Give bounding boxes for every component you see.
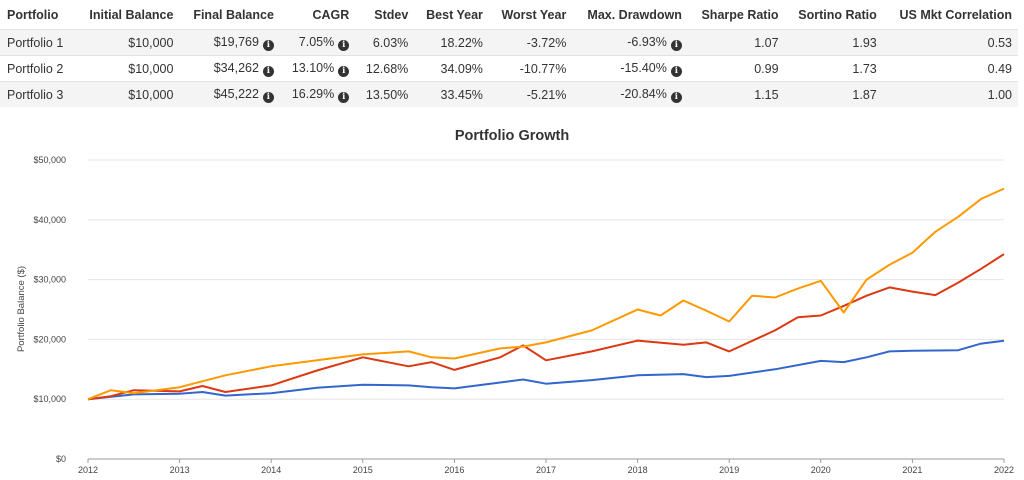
portfolio-name: Portfolio 1 xyxy=(0,29,76,56)
max-drawdown: -6.93% xyxy=(627,34,667,49)
table-row: Portfolio 2 $10,000 $34,262 i 13.10% i 12.… xyxy=(0,55,1018,82)
x-tick-label: 2022 xyxy=(994,465,1014,475)
x-tick-label: 2017 xyxy=(536,465,556,475)
series-line-1 xyxy=(87,339,1005,401)
max-drawdown-cell: -15.40% i xyxy=(572,55,688,82)
sharpe-ratio: 1.07 xyxy=(687,29,785,56)
sortino-ratio: 1.87 xyxy=(784,81,883,107)
sortino-ratio: 1.93 xyxy=(784,29,883,56)
header-portfolio: Portfolio xyxy=(7,7,59,22)
cagr-cell: 7.05% i xyxy=(279,29,356,56)
table-row: Portfolio 3 $10,000 $45,222 i 16.29% i 13.… xyxy=(0,81,1018,107)
best-year: 18.22% xyxy=(414,29,489,56)
us-mkt-correlation: 0.49 xyxy=(882,55,1018,82)
portfolio-growth-chart: Portfolio Growth Portfolio Balance ($) $… xyxy=(16,128,1014,475)
worst-year: -5.21% xyxy=(488,81,573,107)
final-balance: $19,769 xyxy=(213,34,259,49)
stdev: 12.68% xyxy=(355,55,415,82)
info-circle-icon[interactable]: i xyxy=(262,39,274,51)
y-tick-label: $30,000 xyxy=(33,275,66,285)
x-tick-label: 2021 xyxy=(902,465,922,475)
info-circle-icon[interactable]: i xyxy=(338,91,350,103)
y-tick-label: $20,000 xyxy=(33,334,66,344)
table-row: Portfolio 1 $10,000 $19,769 i 7.05% i 6.03… xyxy=(0,29,1018,56)
max-drawdown-cell: -6.93% i xyxy=(572,29,688,56)
series-line-2 xyxy=(87,253,1005,401)
cagr: 16.29% xyxy=(291,86,335,101)
initial-balance: $10,000 xyxy=(75,81,180,107)
info-circle-icon[interactable]: i xyxy=(262,91,274,103)
header-final-balance: Final Balance xyxy=(193,7,274,22)
y-tick-label: $40,000 xyxy=(33,215,66,225)
info-circle-icon[interactable]: i xyxy=(338,65,350,77)
x-tick-label: 2019 xyxy=(719,465,739,475)
header-sortino-ratio: Sortino Ratio xyxy=(798,7,877,22)
header-stdev: Stdev xyxy=(374,7,409,22)
sharpe-ratio: 1.15 xyxy=(687,81,785,107)
portfolio-name: Portfolio 3 xyxy=(0,81,76,107)
header-max-drawdown: Max. Drawdown xyxy=(587,7,682,22)
worst-year: -3.72% xyxy=(488,29,573,56)
max-drawdown-cell: -20.84% i xyxy=(572,81,688,107)
cagr: 7.05% xyxy=(298,34,335,49)
x-tick-label: 2013 xyxy=(170,465,190,475)
cagr: 13.10% xyxy=(291,60,335,75)
us-mkt-correlation: 1.00 xyxy=(882,81,1018,107)
series-line-3 xyxy=(87,187,1005,401)
best-year: 33.45% xyxy=(414,81,489,107)
final-balance-cell: $45,222 i xyxy=(179,81,280,107)
final-balance-cell: $34,262 i xyxy=(179,55,280,82)
x-tick-label: 2016 xyxy=(444,465,464,475)
x-tick-label: 2012 xyxy=(78,465,98,475)
info-circle-icon[interactable]: i xyxy=(670,91,682,103)
stdev: 13.50% xyxy=(355,81,415,107)
initial-balance: $10,000 xyxy=(75,55,180,82)
table-header-row: Portfolio Initial Balance Final Balance … xyxy=(0,0,1018,30)
chart-title: Portfolio Growth xyxy=(455,128,569,144)
stdev: 6.03% xyxy=(355,29,415,56)
x-tick-label: 2015 xyxy=(353,465,373,475)
cagr-cell: 13.10% i xyxy=(279,55,356,82)
cagr-cell: 16.29% i xyxy=(279,81,356,107)
sortino-ratio: 1.73 xyxy=(784,55,883,82)
header-initial-balance: Initial Balance xyxy=(89,7,174,22)
x-tick-label: 2018 xyxy=(628,465,648,475)
info-circle-icon[interactable]: i xyxy=(338,39,350,51)
y-tick-label: $10,000 xyxy=(33,394,66,404)
initial-balance: $10,000 xyxy=(75,29,180,56)
portfolio-name: Portfolio 2 xyxy=(0,55,76,82)
x-tick-label: 2014 xyxy=(261,465,281,475)
best-year: 34.09% xyxy=(414,55,489,82)
header-worst-year: Worst Year xyxy=(501,7,567,22)
portfolio-summary-table: Portfolio Initial Balance Final Balance … xyxy=(0,0,1018,107)
info-circle-icon[interactable]: i xyxy=(670,39,682,51)
sharpe-ratio: 0.99 xyxy=(687,55,785,82)
final-balance-cell: $19,769 i xyxy=(179,29,280,56)
max-drawdown: -15.40% xyxy=(620,60,667,75)
x-tick-label: 2020 xyxy=(811,465,831,475)
info-circle-icon[interactable]: i xyxy=(262,65,274,77)
y-axis-title: Portfolio Balance ($) xyxy=(16,266,27,352)
header-sharpe-ratio: Sharpe Ratio xyxy=(701,7,779,22)
header-cagr: CAGR xyxy=(312,7,350,22)
header-us-mkt-correlation: US Mkt Correlation xyxy=(899,7,1012,22)
info-circle-icon[interactable]: i xyxy=(670,65,682,77)
us-mkt-correlation: 0.53 xyxy=(882,29,1018,56)
header-best-year: Best Year xyxy=(426,7,483,22)
final-balance: $34,262 xyxy=(213,60,259,75)
y-tick-label: $50,000 xyxy=(33,155,66,165)
y-tick-label: $0 xyxy=(56,454,66,464)
max-drawdown: -20.84% xyxy=(620,86,667,101)
worst-year: -10.77% xyxy=(488,55,573,82)
final-balance: $45,222 xyxy=(213,86,259,101)
